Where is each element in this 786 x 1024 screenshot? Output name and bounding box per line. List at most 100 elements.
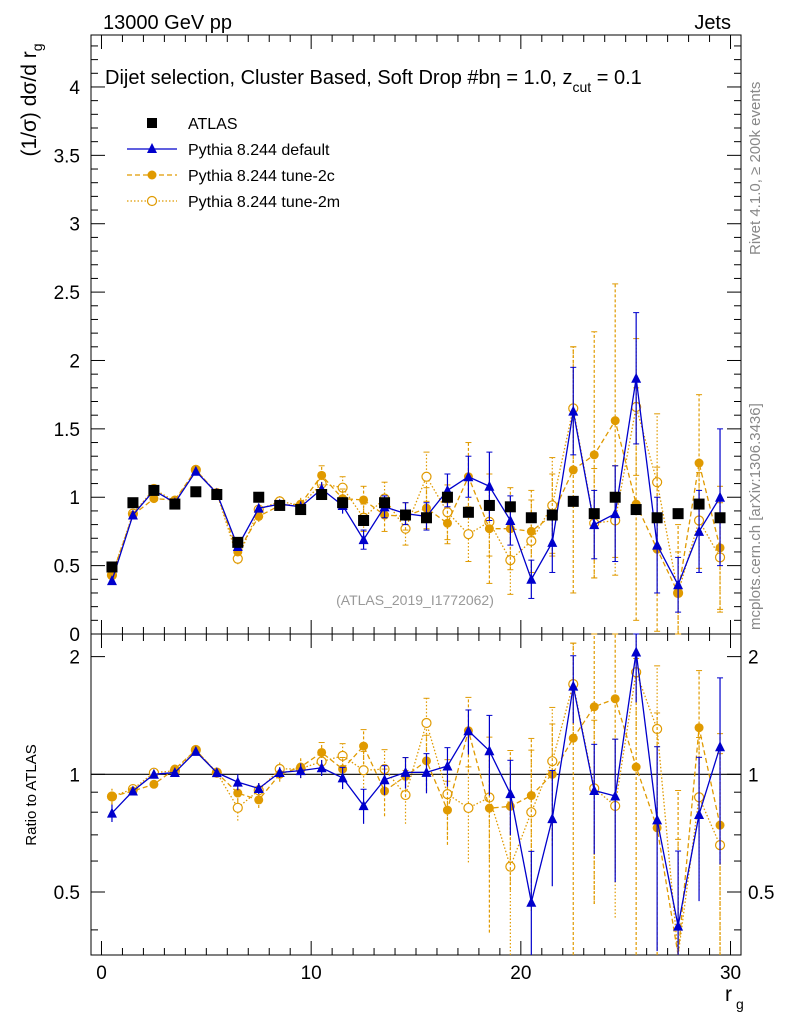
data-point-atlas: [693, 498, 705, 510]
legend-label-default: Pythia 8.244 default: [188, 142, 330, 159]
main-marker-default: [106, 575, 117, 586]
mcplots-label: mcplots.cern.ch [arXiv:1306.3436]: [747, 403, 764, 630]
main-marker-tune2c: [359, 495, 369, 505]
ratio-line-default: [111, 651, 721, 927]
x-axis-label: r: [725, 983, 732, 1006]
data-point-atlas: [127, 497, 139, 509]
y-tick-label: 4: [69, 78, 80, 99]
data-point-atlas: [169, 498, 181, 510]
data-point-atlas: [274, 499, 286, 511]
main-marker-tune2m: [652, 477, 663, 488]
data-point-atlas: [462, 506, 474, 518]
main-marker-tune2c: [568, 465, 578, 475]
main-marker-tune2c: [484, 524, 494, 534]
ratio-marker-default: [610, 790, 621, 801]
ratio-marker-default: [337, 772, 348, 783]
ratio-marker-tune2m: [232, 802, 243, 813]
ratio-marker-default: [274, 767, 285, 778]
ratio-marker-default: [505, 788, 516, 799]
main-marker-default: [694, 525, 705, 536]
data-point-atlas: [630, 504, 642, 516]
ratio-marker-tune2c: [631, 762, 641, 772]
x-tick-label: 10: [301, 963, 322, 984]
main-marker-tune2c: [610, 416, 620, 426]
ratio-marker-tune2m: [505, 861, 516, 872]
plot-title: Dijet selection, Cluster Based, Soft Dro…: [105, 67, 642, 95]
legend-marker-atlas: [147, 118, 157, 128]
legend-label-tune2m: Pythia 8.244 tune-2m: [188, 194, 340, 211]
ratio-marker-default: [379, 774, 390, 785]
ratio-marker-default: [127, 785, 138, 796]
ratio-marker-tune2c: [526, 791, 536, 801]
ratio-marker-default: [148, 768, 159, 779]
data-point-atlas: [504, 501, 516, 513]
main-marker-default: [589, 519, 600, 530]
main-marker-default: [631, 372, 642, 383]
y-tick-label: 3.5: [54, 146, 80, 167]
ratio-marker-default: [316, 762, 327, 773]
ratio-marker-tune2c: [610, 694, 620, 704]
data-point-atlas: [567, 495, 579, 507]
data-point-atlas: [316, 489, 328, 501]
ratio-marker-tune2m: [421, 717, 432, 729]
main-marker-tune2c: [254, 511, 264, 521]
main-marker-tune2c: [149, 494, 159, 504]
y-tick-label: 3: [69, 215, 80, 236]
ratio-marker-tune2c: [442, 805, 452, 815]
main-marker-tune2c: [694, 458, 704, 468]
ratio-marker-tune2c: [694, 723, 704, 733]
y-axis-label: (1/σ) dσ/d rg: [18, 43, 45, 156]
ratio-marker-default: [589, 784, 600, 795]
legend: ATLAS Pythia 8.244 default Pythia 8.244 …: [127, 116, 340, 211]
data-point-atlas: [358, 514, 370, 526]
data-point-atlas: [714, 512, 726, 524]
data-point-atlas: [546, 509, 558, 521]
series-line-tune2m: [111, 406, 721, 594]
ratio-panel-frame: [90, 633, 742, 956]
ratio-tick-label-right: 0.5: [748, 883, 774, 904]
y-tick-label: 1: [69, 488, 80, 509]
ratio-marker-default: [715, 741, 726, 752]
ratio-plot-layer: [106, 633, 726, 956]
ratio-marker-default: [694, 808, 705, 819]
ratio-marker-tune2c: [107, 791, 117, 801]
ratio-tick-label: 0.5: [54, 883, 80, 904]
data-point-atlas: [400, 509, 412, 521]
data-point-atlas: [651, 512, 663, 524]
legend-marker-tune2c: [147, 170, 157, 180]
main-plot-layer: [106, 283, 726, 635]
legend-label-atlas: ATLAS: [188, 116, 238, 133]
ratio-tick-label-right: 2: [748, 648, 759, 669]
ratio-marker-default: [484, 745, 495, 756]
ratio-marker-default: [106, 807, 117, 818]
ratio-marker-default: [568, 680, 579, 691]
data-point-atlas: [379, 497, 391, 509]
ratio-tick-label-right: 1: [748, 765, 759, 786]
main-marker-tune2m: [463, 529, 474, 540]
data-point-atlas: [337, 497, 349, 509]
data-point-atlas: [253, 491, 265, 503]
ratio-marker-default: [547, 813, 558, 824]
data-point-atlas: [106, 561, 118, 573]
y-tick-label: 0: [69, 625, 80, 646]
main-marker-tune2c: [526, 526, 536, 536]
data-point-atlas: [211, 489, 223, 501]
ratio-marker-default: [526, 896, 537, 907]
ratio-marker-tune2c: [484, 803, 494, 813]
ratio-tick-label: 1: [69, 765, 80, 786]
legend-marker-default: [147, 143, 157, 153]
x-tick-label: 20: [510, 963, 531, 984]
watermark: (ATLAS_2019_I1772062): [336, 592, 494, 608]
main-marker-default: [652, 539, 663, 550]
data-point-atlas: [483, 499, 495, 511]
ratio-marker-default: [631, 646, 642, 657]
ratio-marker-tune2c: [254, 795, 264, 805]
ratio-marker-default: [463, 725, 474, 736]
legend-marker-tune2m: [146, 195, 158, 207]
axes-layer: 0 10 20 30 0 0.5 1 1.5 2 2.5 3 3.5 4 0.5 0.5 1 1 2 2: [54, 35, 774, 984]
y-tick-label: 0.5: [54, 557, 80, 578]
main-marker-default: [484, 480, 495, 491]
main-marker-default: [127, 509, 138, 520]
data-point-atlas: [190, 486, 202, 498]
ratio-marker-tune2c: [359, 741, 369, 751]
